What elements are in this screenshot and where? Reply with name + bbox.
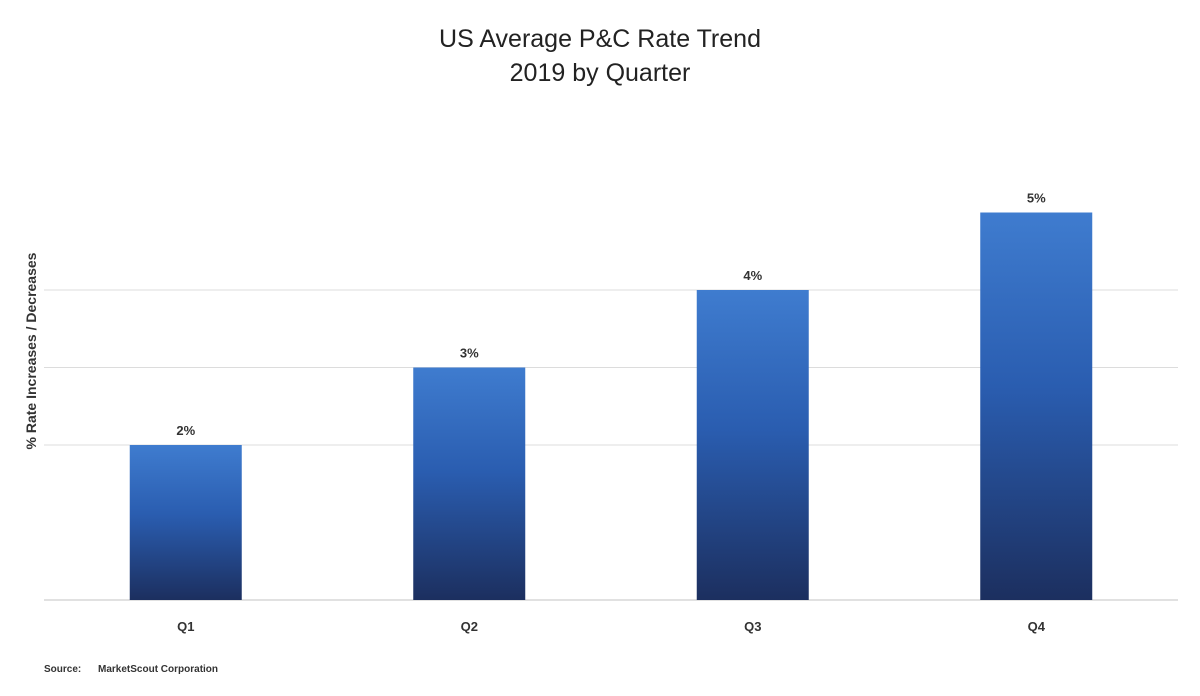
x-tick-label-q4: Q4 bbox=[1028, 619, 1046, 634]
data-label-q2: 3% bbox=[460, 346, 479, 361]
data-label-q4: 5% bbox=[1027, 191, 1046, 206]
bar-q3 bbox=[696, 290, 809, 600]
x-tick-label-q2: Q2 bbox=[461, 619, 478, 634]
chart-title-block: US Average P&C Rate Trend 2019 by Quarte… bbox=[0, 22, 1200, 90]
x-tick-label-q3: Q3 bbox=[744, 619, 761, 634]
data-label-q1: 2% bbox=[176, 423, 195, 438]
chart-title: US Average P&C Rate Trend bbox=[439, 25, 761, 53]
bar-q4 bbox=[980, 212, 1093, 600]
bar-q1 bbox=[129, 445, 242, 600]
chart-subtitle: 2019 by Quarter bbox=[509, 59, 691, 87]
source-text: MarketScout Corporation bbox=[98, 664, 219, 675]
x-tick-label-q1: Q1 bbox=[177, 619, 194, 634]
bar-q2 bbox=[413, 367, 526, 600]
source-note: Source: MarketScout Corporation bbox=[44, 664, 218, 675]
data-label-q3: 4% bbox=[743, 268, 762, 283]
source-label: Source: bbox=[44, 664, 82, 675]
